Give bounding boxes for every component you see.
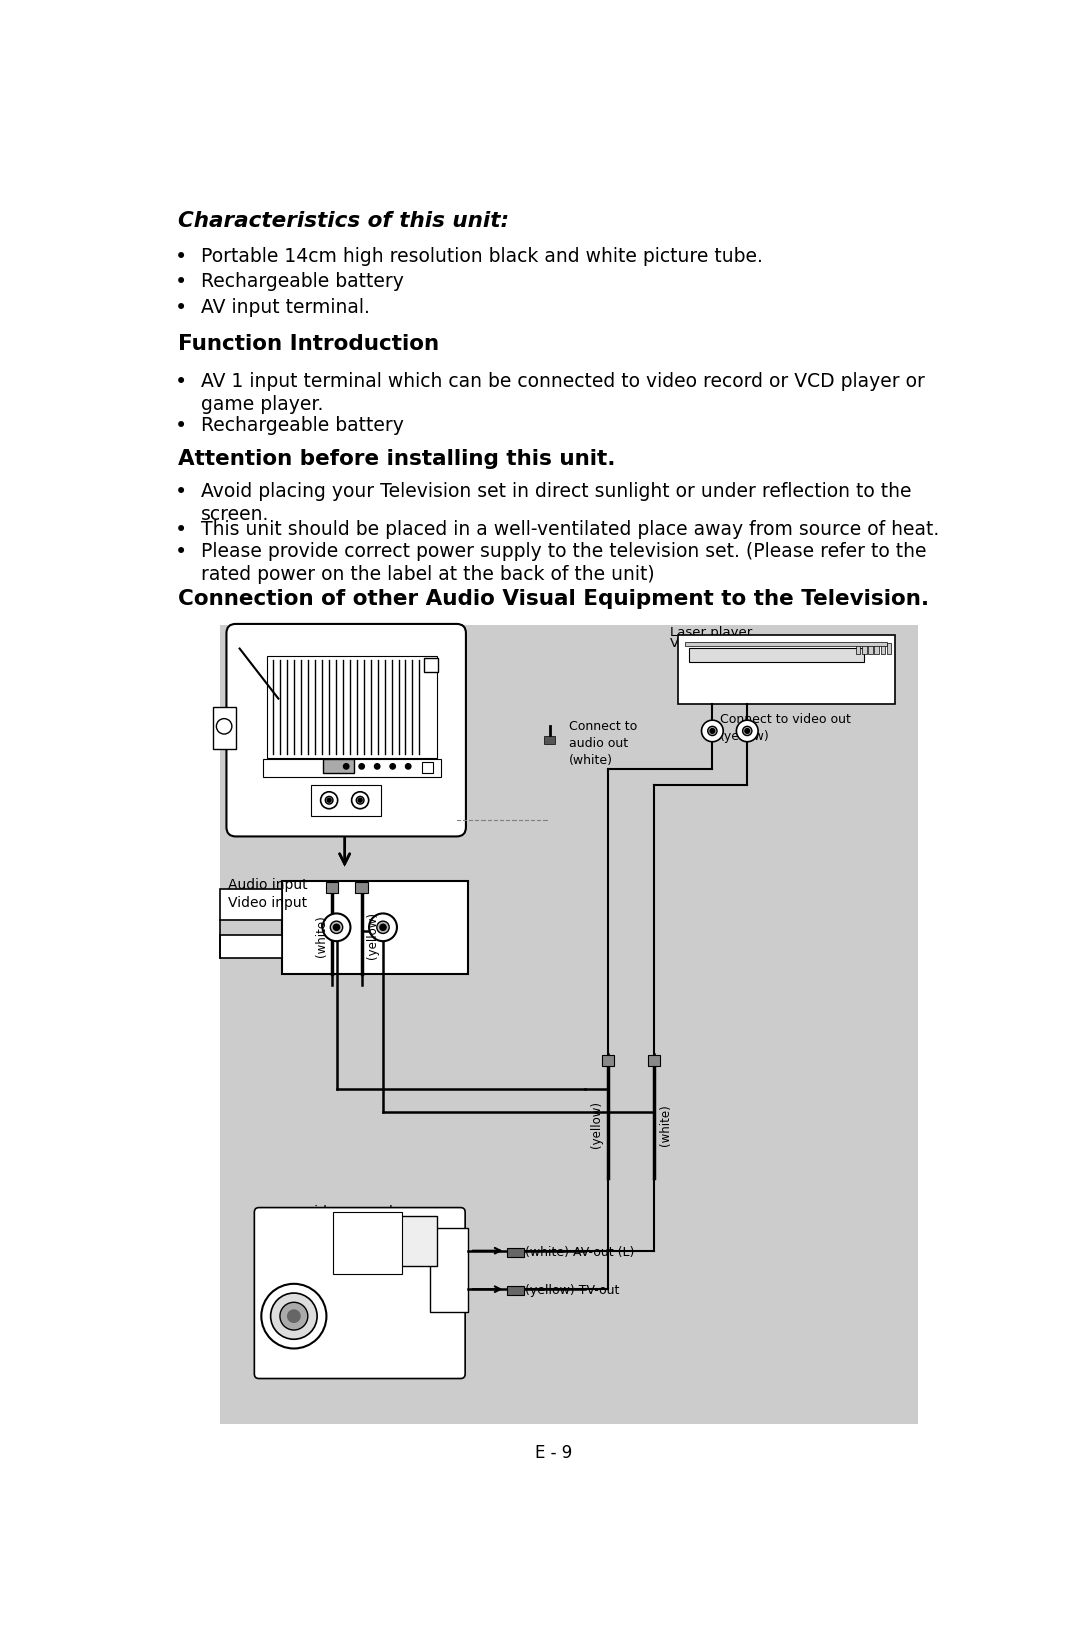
Bar xyxy=(311,785,381,816)
Text: Attention before installing this unit.: Attention before installing this unit. xyxy=(177,449,616,469)
Text: AV input terminal.: AV input terminal. xyxy=(201,298,369,316)
Circle shape xyxy=(390,764,395,770)
Text: •: • xyxy=(175,520,188,539)
Text: Video input: Video input xyxy=(228,895,307,910)
Circle shape xyxy=(352,792,368,810)
Circle shape xyxy=(369,915,397,941)
Text: •: • xyxy=(175,482,188,502)
Bar xyxy=(685,642,887,647)
Bar xyxy=(267,657,437,759)
FancyBboxPatch shape xyxy=(255,1208,465,1378)
Text: Connection of other Audio Visual Equipment to the Television.: Connection of other Audio Visual Equipme… xyxy=(177,588,929,610)
Bar xyxy=(544,738,555,744)
Text: Laser player: Laser player xyxy=(670,626,752,639)
Text: •: • xyxy=(175,372,188,392)
Bar xyxy=(262,760,441,777)
Bar xyxy=(677,636,894,705)
Text: (yellow) TV-out: (yellow) TV-out xyxy=(525,1283,619,1296)
Bar xyxy=(220,936,282,959)
Bar xyxy=(887,644,891,654)
Text: Rechargeable battery: Rechargeable battery xyxy=(201,272,404,292)
Circle shape xyxy=(737,721,758,742)
Text: •: • xyxy=(175,541,188,562)
Text: game player.: game player. xyxy=(201,395,323,415)
Circle shape xyxy=(375,764,380,770)
Text: rated power on the label at the back of the unit): rated power on the label at the back of … xyxy=(201,564,654,583)
Bar xyxy=(213,708,235,751)
Circle shape xyxy=(710,729,715,734)
Bar xyxy=(855,644,861,654)
Text: (white): (white) xyxy=(659,1103,672,1144)
Bar xyxy=(689,649,864,662)
Circle shape xyxy=(377,921,389,934)
Circle shape xyxy=(280,1303,308,1331)
Text: Avoid placing your Television set in direct sunlight or under reflection to the: Avoid placing your Television set in dir… xyxy=(201,482,912,500)
Bar xyxy=(648,1056,661,1067)
Bar xyxy=(323,760,354,774)
Circle shape xyxy=(405,764,410,770)
Text: AV 1 input terminal which can be connected to video record or VCD player or: AV 1 input terminal which can be connect… xyxy=(201,372,924,392)
Text: screen.: screen. xyxy=(201,505,269,523)
Text: Please provide correct power supply to the television set. (Please refer to the: Please provide correct power supply to t… xyxy=(201,541,927,561)
Bar xyxy=(507,1247,524,1257)
Text: •: • xyxy=(175,298,188,318)
Bar xyxy=(360,1216,437,1267)
Text: This unit should be placed in a well-ventilated place away from source of heat.: This unit should be placed in a well-ven… xyxy=(201,520,940,539)
Bar xyxy=(220,626,918,1424)
Circle shape xyxy=(216,720,232,734)
Bar xyxy=(424,659,438,672)
Circle shape xyxy=(330,921,342,934)
Circle shape xyxy=(287,1310,300,1323)
Circle shape xyxy=(743,726,752,736)
Bar xyxy=(880,644,886,654)
Bar xyxy=(355,882,368,893)
FancyBboxPatch shape xyxy=(227,624,465,838)
Bar xyxy=(862,644,866,654)
Circle shape xyxy=(334,924,339,931)
Text: Audio input: Audio input xyxy=(228,879,308,892)
Text: •: • xyxy=(175,247,188,267)
Circle shape xyxy=(323,915,350,941)
Bar xyxy=(220,1190,918,1405)
Text: Portable 14cm high resolution black and white picture tube.: Portable 14cm high resolution black and … xyxy=(201,247,762,266)
Circle shape xyxy=(702,721,724,742)
Circle shape xyxy=(325,797,333,805)
Bar xyxy=(430,1228,469,1313)
Bar xyxy=(333,1213,403,1274)
Circle shape xyxy=(261,1283,326,1349)
Bar xyxy=(282,882,469,974)
Bar xyxy=(507,1287,524,1295)
Circle shape xyxy=(327,798,332,803)
Text: Characteristics of this unit:: Characteristics of this unit: xyxy=(177,210,509,231)
Bar xyxy=(220,890,282,919)
Bar xyxy=(326,882,338,893)
Text: •: • xyxy=(175,416,188,436)
Circle shape xyxy=(359,764,364,770)
Text: (white): (white) xyxy=(315,915,328,956)
Circle shape xyxy=(359,798,362,803)
Text: (yellow): (yellow) xyxy=(591,1100,604,1147)
Bar xyxy=(875,644,879,654)
Circle shape xyxy=(271,1293,318,1339)
Text: Connect to video out
(yellow): Connect to video out (yellow) xyxy=(720,713,851,742)
Circle shape xyxy=(707,726,717,736)
Text: (white) AV-out (L): (white) AV-out (L) xyxy=(525,1244,634,1257)
Text: Function Introduction: Function Introduction xyxy=(177,334,438,354)
Circle shape xyxy=(356,797,364,805)
Bar xyxy=(602,1056,613,1067)
Text: (yellow): (yellow) xyxy=(366,911,379,959)
Text: video recorder: video recorder xyxy=(306,1205,407,1219)
Text: Video player: Video player xyxy=(670,638,754,649)
Circle shape xyxy=(343,764,349,770)
Circle shape xyxy=(321,792,338,810)
Circle shape xyxy=(380,924,387,931)
Text: •: • xyxy=(175,272,188,292)
Text: Connect to
audio out
(white): Connect to audio out (white) xyxy=(569,720,637,767)
Text: Rechargeable battery: Rechargeable battery xyxy=(201,416,404,434)
Bar xyxy=(422,762,433,774)
Bar xyxy=(868,644,873,654)
Circle shape xyxy=(745,729,750,734)
Text: E - 9: E - 9 xyxy=(535,1444,572,1462)
